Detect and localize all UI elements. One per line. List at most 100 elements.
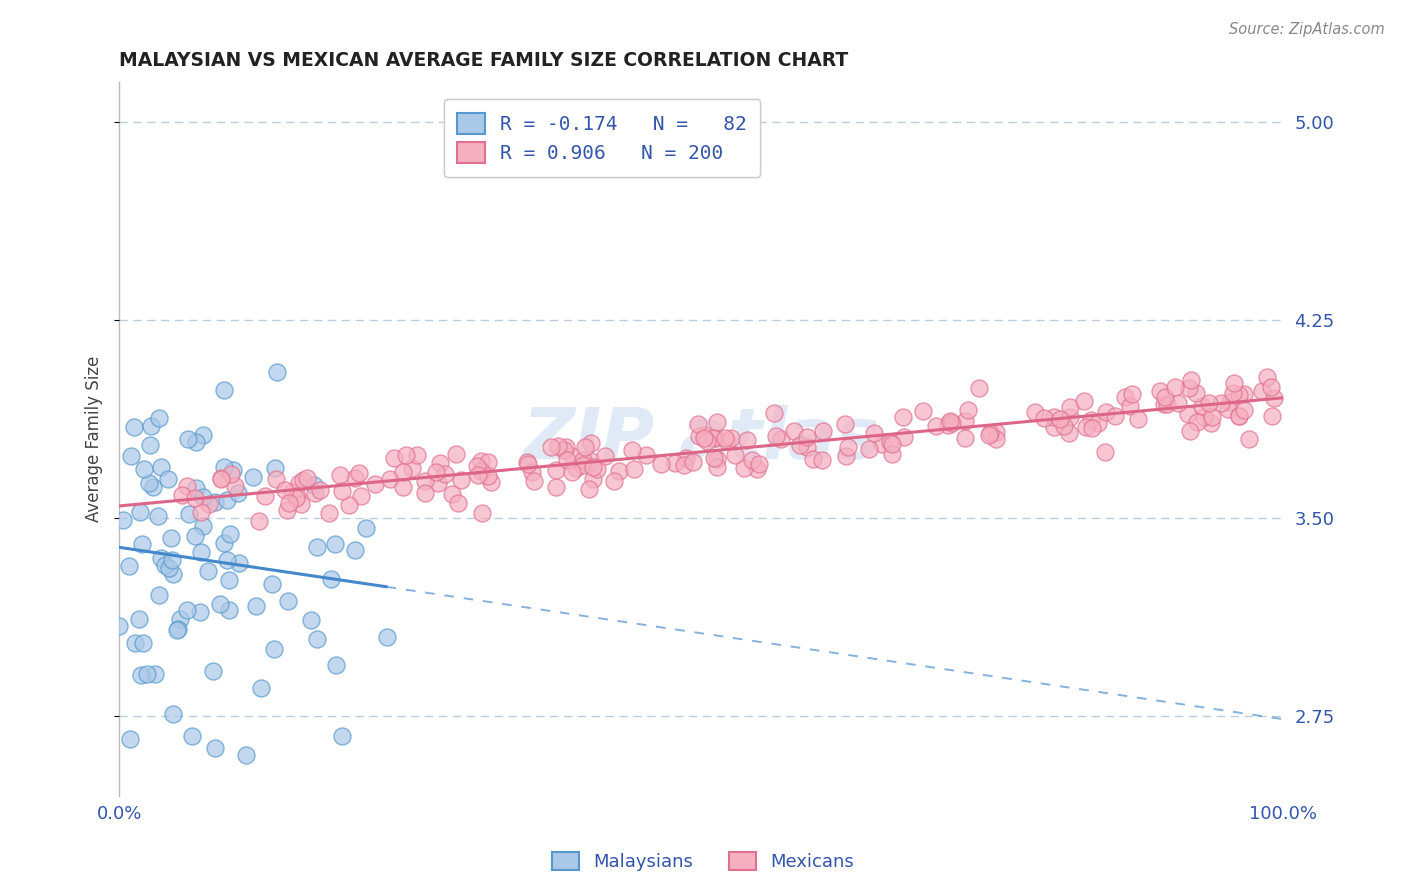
Point bbox=[120, 732, 142, 747]
Point bbox=[288, 475, 311, 490]
Point bbox=[180, 729, 202, 743]
Point bbox=[302, 478, 325, 492]
Point bbox=[215, 553, 238, 567]
Point bbox=[166, 623, 188, 637]
Point bbox=[191, 490, 214, 504]
Point bbox=[870, 437, 893, 451]
Point bbox=[467, 468, 489, 483]
Point bbox=[304, 486, 326, 500]
Point bbox=[176, 603, 198, 617]
Point bbox=[131, 668, 153, 682]
Point bbox=[218, 573, 240, 587]
Point bbox=[741, 453, 763, 467]
Point bbox=[146, 508, 169, 523]
Point bbox=[938, 414, 960, 428]
Point bbox=[1199, 416, 1222, 430]
Point bbox=[157, 561, 180, 575]
Point bbox=[735, 433, 758, 447]
Point bbox=[1119, 399, 1142, 413]
Point bbox=[789, 438, 811, 452]
Legend: R = -0.174   N =   82, R = 0.906   N = 200: R = -0.174 N = 82, R = 0.906 N = 200 bbox=[444, 99, 761, 177]
Point bbox=[143, 667, 166, 681]
Point bbox=[1251, 384, 1274, 398]
Point bbox=[263, 642, 285, 657]
Point bbox=[138, 475, 160, 490]
Point bbox=[953, 414, 976, 428]
Point bbox=[1114, 390, 1136, 404]
Point bbox=[132, 636, 155, 650]
Point bbox=[184, 491, 207, 505]
Point bbox=[516, 457, 538, 471]
Point bbox=[1164, 380, 1187, 394]
Point bbox=[1223, 376, 1246, 390]
Point bbox=[209, 471, 232, 485]
Point bbox=[733, 461, 755, 475]
Point bbox=[219, 467, 242, 482]
Point bbox=[1263, 391, 1285, 405]
Point bbox=[228, 557, 250, 571]
Point bbox=[337, 498, 360, 512]
Point bbox=[713, 431, 735, 445]
Point bbox=[160, 553, 183, 567]
Point bbox=[579, 454, 602, 468]
Point bbox=[319, 572, 342, 586]
Point bbox=[281, 484, 304, 499]
Point bbox=[834, 417, 856, 431]
Point bbox=[673, 458, 696, 473]
Point bbox=[1216, 401, 1239, 416]
Point bbox=[330, 483, 353, 498]
Point bbox=[299, 613, 322, 627]
Point bbox=[516, 455, 538, 469]
Point bbox=[139, 419, 162, 434]
Point bbox=[716, 434, 738, 449]
Point bbox=[607, 464, 630, 478]
Point bbox=[447, 496, 470, 510]
Point bbox=[218, 603, 240, 617]
Point bbox=[262, 576, 284, 591]
Point bbox=[191, 519, 214, 533]
Point bbox=[344, 543, 367, 558]
Point bbox=[382, 451, 405, 466]
Point bbox=[450, 473, 472, 487]
Point bbox=[1081, 421, 1104, 435]
Point bbox=[880, 437, 903, 451]
Point bbox=[124, 636, 146, 650]
Point bbox=[1153, 397, 1175, 411]
Point bbox=[245, 599, 267, 613]
Point bbox=[1227, 388, 1250, 402]
Point bbox=[249, 514, 271, 528]
Point bbox=[1059, 401, 1081, 415]
Point bbox=[228, 485, 250, 500]
Point bbox=[1043, 420, 1066, 434]
Point bbox=[547, 439, 569, 453]
Point bbox=[219, 526, 242, 541]
Point bbox=[204, 741, 226, 756]
Point bbox=[835, 449, 858, 463]
Point bbox=[593, 449, 616, 463]
Point bbox=[135, 666, 157, 681]
Point bbox=[623, 461, 645, 475]
Point bbox=[295, 471, 318, 485]
Point bbox=[879, 435, 901, 450]
Legend: Malaysians, Mexicans: Malaysians, Mexicans bbox=[544, 845, 862, 879]
Point bbox=[553, 443, 575, 458]
Y-axis label: Average Family Size: Average Family Size bbox=[86, 356, 103, 522]
Point bbox=[1073, 394, 1095, 409]
Point bbox=[811, 453, 834, 467]
Point bbox=[204, 494, 226, 508]
Point bbox=[433, 467, 456, 482]
Point bbox=[264, 461, 287, 475]
Point bbox=[266, 365, 288, 379]
Point bbox=[276, 503, 298, 517]
Point bbox=[190, 544, 212, 558]
Point bbox=[1042, 410, 1064, 425]
Point bbox=[546, 480, 568, 494]
Point bbox=[212, 383, 235, 397]
Point bbox=[1033, 410, 1056, 425]
Point bbox=[138, 438, 160, 452]
Point bbox=[555, 440, 578, 454]
Point bbox=[274, 483, 297, 498]
Point bbox=[395, 448, 418, 462]
Point bbox=[555, 453, 578, 467]
Point bbox=[1180, 373, 1202, 387]
